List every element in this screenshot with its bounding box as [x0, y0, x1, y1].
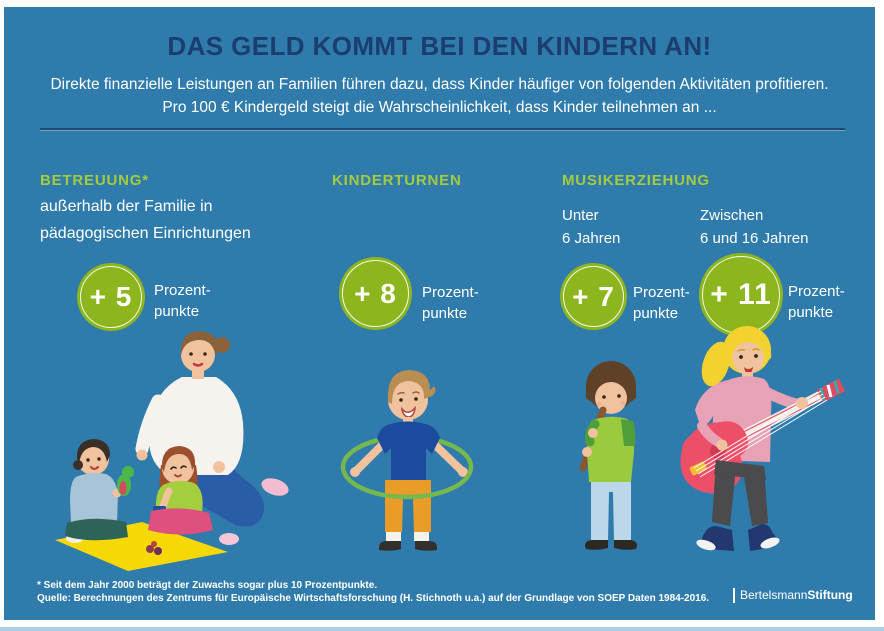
age-label-6-to-16: Zwischen 6 und 16 Jahren [700, 204, 808, 250]
stat-circle-musik-6to16: + 11 [699, 253, 783, 337]
illustration-guitar-girl [678, 318, 863, 575]
toy-on-mat [146, 541, 162, 555]
page-title: DAS GELD KOMMT BEI DEN KINDERN AN! [167, 31, 712, 61]
section-heading-betreuung: BETREUUNG* [40, 172, 149, 189]
logo-text-regular: Bertelsmann [740, 588, 808, 602]
section-heading-musikerziehung: MUSIKERZIEHUNG [562, 172, 710, 189]
stat-label-betreuung: Prozent- punkte [154, 280, 211, 322]
betreuung-subline2: pädagogischen Einrichtungen [40, 225, 251, 242]
stat-label-line1: Prozent- [788, 283, 845, 300]
section-heading-kinderturnen: KINDERTURNEN [332, 172, 462, 189]
logo-bar-icon [733, 587, 735, 603]
stat-circle-betreuung: + 5 [77, 263, 145, 331]
stat-label-line2: punkte [422, 305, 468, 322]
subtitle-line1: Direkte finanzielle Leistungen an Famili… [50, 76, 829, 93]
stat-label-kinderturnen: Prozent- punkte [422, 282, 479, 324]
illustration-recorder-boy [563, 360, 683, 565]
stat-value-musik-6to16: + 11 [710, 278, 772, 311]
stat-value-kinderturnen: + 8 [354, 277, 397, 309]
gymnastics-boy [350, 370, 468, 551]
stat-circle-kinderturnen: + 8 [339, 257, 412, 330]
bertelsmann-stiftung-logo: Bertelsmann Stiftung [733, 587, 853, 603]
stat-label-musik-under6: Prozent- punkte [633, 282, 690, 324]
footnote: * Seit dem Jahr 2000 beträgt der Zuwachs… [37, 580, 378, 591]
subtitle: Direkte finanzielle Leistungen an Famili… [4, 73, 875, 119]
stat-label-line1: Prozent- [633, 284, 690, 301]
subtitle-line2: Pro 100 € Kindergeld steigt die Wahrsche… [162, 99, 717, 116]
stat-value-betreuung: + 5 [89, 281, 133, 312]
stat-label-line2: punkte [633, 305, 679, 322]
source-line: Quelle: Berechnungen des Zentrums für Eu… [37, 593, 710, 604]
stat-label-line1: Prozent- [154, 282, 211, 299]
sneakers [696, 524, 780, 551]
stat-circle-musik-under6: + 7 [560, 263, 627, 330]
age-6to16-line1: Zwischen [700, 207, 764, 224]
infographic-panel: DAS GELD KOMMT BEI DEN KINDERN AN! Direk… [4, 7, 875, 620]
illustration-hula-hoop-boy [335, 358, 485, 561]
stat-label-line1: Prozent- [422, 284, 479, 301]
betreuung-subline1: außerhalb der Familie in [40, 198, 213, 215]
age-under6-line2: 6 Jahren [562, 230, 621, 247]
ponytail [701, 341, 731, 387]
illustration-daycare-scene [30, 325, 310, 579]
guitar-girl [680, 326, 846, 551]
recorder-boy-svg [579, 361, 637, 550]
stat-label-line2: punkte [788, 304, 834, 321]
daycare-scene-svg [55, 331, 289, 571]
footer-notes: * Seit dem Jahr 2000 beträgt der Zuwachs… [37, 579, 709, 605]
child-with-blue-toy [148, 446, 239, 545]
guitar-girl-svg [680, 326, 846, 551]
stat-value-musik-under6: + 7 [572, 280, 615, 312]
child-with-dino-toy [65, 439, 134, 543]
betreuung-subheading: außerhalb der Familie in pädagogischen E… [40, 193, 251, 247]
logo-text-bold: Stiftung [807, 588, 853, 602]
header-divider [40, 128, 845, 130]
stat-label-line2: punkte [154, 303, 200, 320]
hula-hoop-front [340, 466, 474, 500]
bottom-accent-strip [0, 627, 884, 631]
age-under6-line1: Unter [562, 207, 599, 224]
age-label-under-6: Unter 6 Jahren [562, 204, 620, 250]
recorder-boy [579, 361, 637, 550]
stat-label-musik-6to16: Prozent- punkte [788, 281, 845, 323]
age-6to16-line2: 6 und 16 Jahren [700, 230, 809, 247]
hula-hoop-boy-svg [340, 370, 474, 551]
